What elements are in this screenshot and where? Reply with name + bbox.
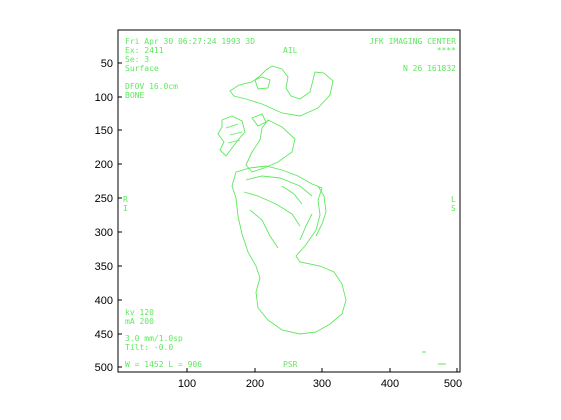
y-tick-label: 50 [101, 58, 113, 70]
x-tick-label: 500 [444, 378, 462, 390]
y-tick-label: 350 [95, 261, 113, 273]
x-tick-label: 300 [313, 378, 331, 390]
orientation-left-2: I [123, 204, 128, 213]
x-tick-label: 400 [381, 378, 399, 390]
exam-number: Ex: 2411 [125, 46, 164, 55]
overlay-text: Fri Apr 30 06:27:24 1993 3D Ex: 2411 Se:… [123, 37, 456, 369]
slice-thickness: 3.0 mm/1.0sp [125, 334, 183, 343]
orientation-left: R [123, 195, 128, 204]
x-axis: 100 200 300 400 500 [178, 368, 462, 390]
institution-name: JFK IMAGING CENTER [369, 37, 456, 46]
y-tick-label: 100 [95, 92, 113, 104]
tilt-value: Tilt: -0.0 [125, 343, 173, 352]
bone-left-fragments-2 [225, 113, 267, 144]
y-tick-label: 450 [95, 329, 113, 341]
y-tick-label: 300 [95, 227, 113, 239]
x-tick-label: 200 [246, 378, 264, 390]
bone-left-fragments [217, 115, 246, 157]
ma-value: mA 200 [125, 317, 154, 326]
patient-id: N 26 161832 [403, 64, 456, 73]
y-axis: 50 100 150 200 250 300 350 400 450 500 [95, 58, 122, 374]
y-tick-label: 250 [95, 193, 113, 205]
bone-upper-fragment [229, 65, 334, 117]
series-number: Se: 3 [125, 55, 149, 64]
bone-surface-outline [217, 65, 446, 365]
bone-shaft-detail [243, 175, 327, 249]
y-tick-label: 150 [95, 125, 113, 137]
orientation-right-2: S [451, 204, 456, 213]
institution-mask: **** [437, 46, 456, 55]
scan-date: Fri Apr 30 06:27:24 1993 3D [125, 37, 255, 46]
y-tick-label: 400 [95, 295, 113, 307]
window-type: BONE [125, 91, 144, 100]
orientation-bottom: PSR [283, 360, 298, 369]
kv-value: kv 120 [125, 308, 154, 317]
y-tick-label: 200 [95, 159, 113, 171]
bone-small-chip [422, 351, 446, 365]
window-level: W = 1452 L = 906 [125, 360, 202, 369]
render-mode: Surface [125, 64, 159, 73]
y-tick-label: 500 [95, 362, 113, 374]
bone-main-shaft [231, 165, 347, 335]
orientation-top: AIL [283, 46, 298, 55]
dfov: DFOV 16.0cm [125, 82, 178, 91]
orientation-right: L [451, 195, 456, 204]
x-tick-label: 100 [178, 378, 196, 390]
bone-mid-fragment [245, 119, 296, 173]
axes-frame [117, 29, 461, 373]
bone-upper-notch [254, 76, 271, 90]
